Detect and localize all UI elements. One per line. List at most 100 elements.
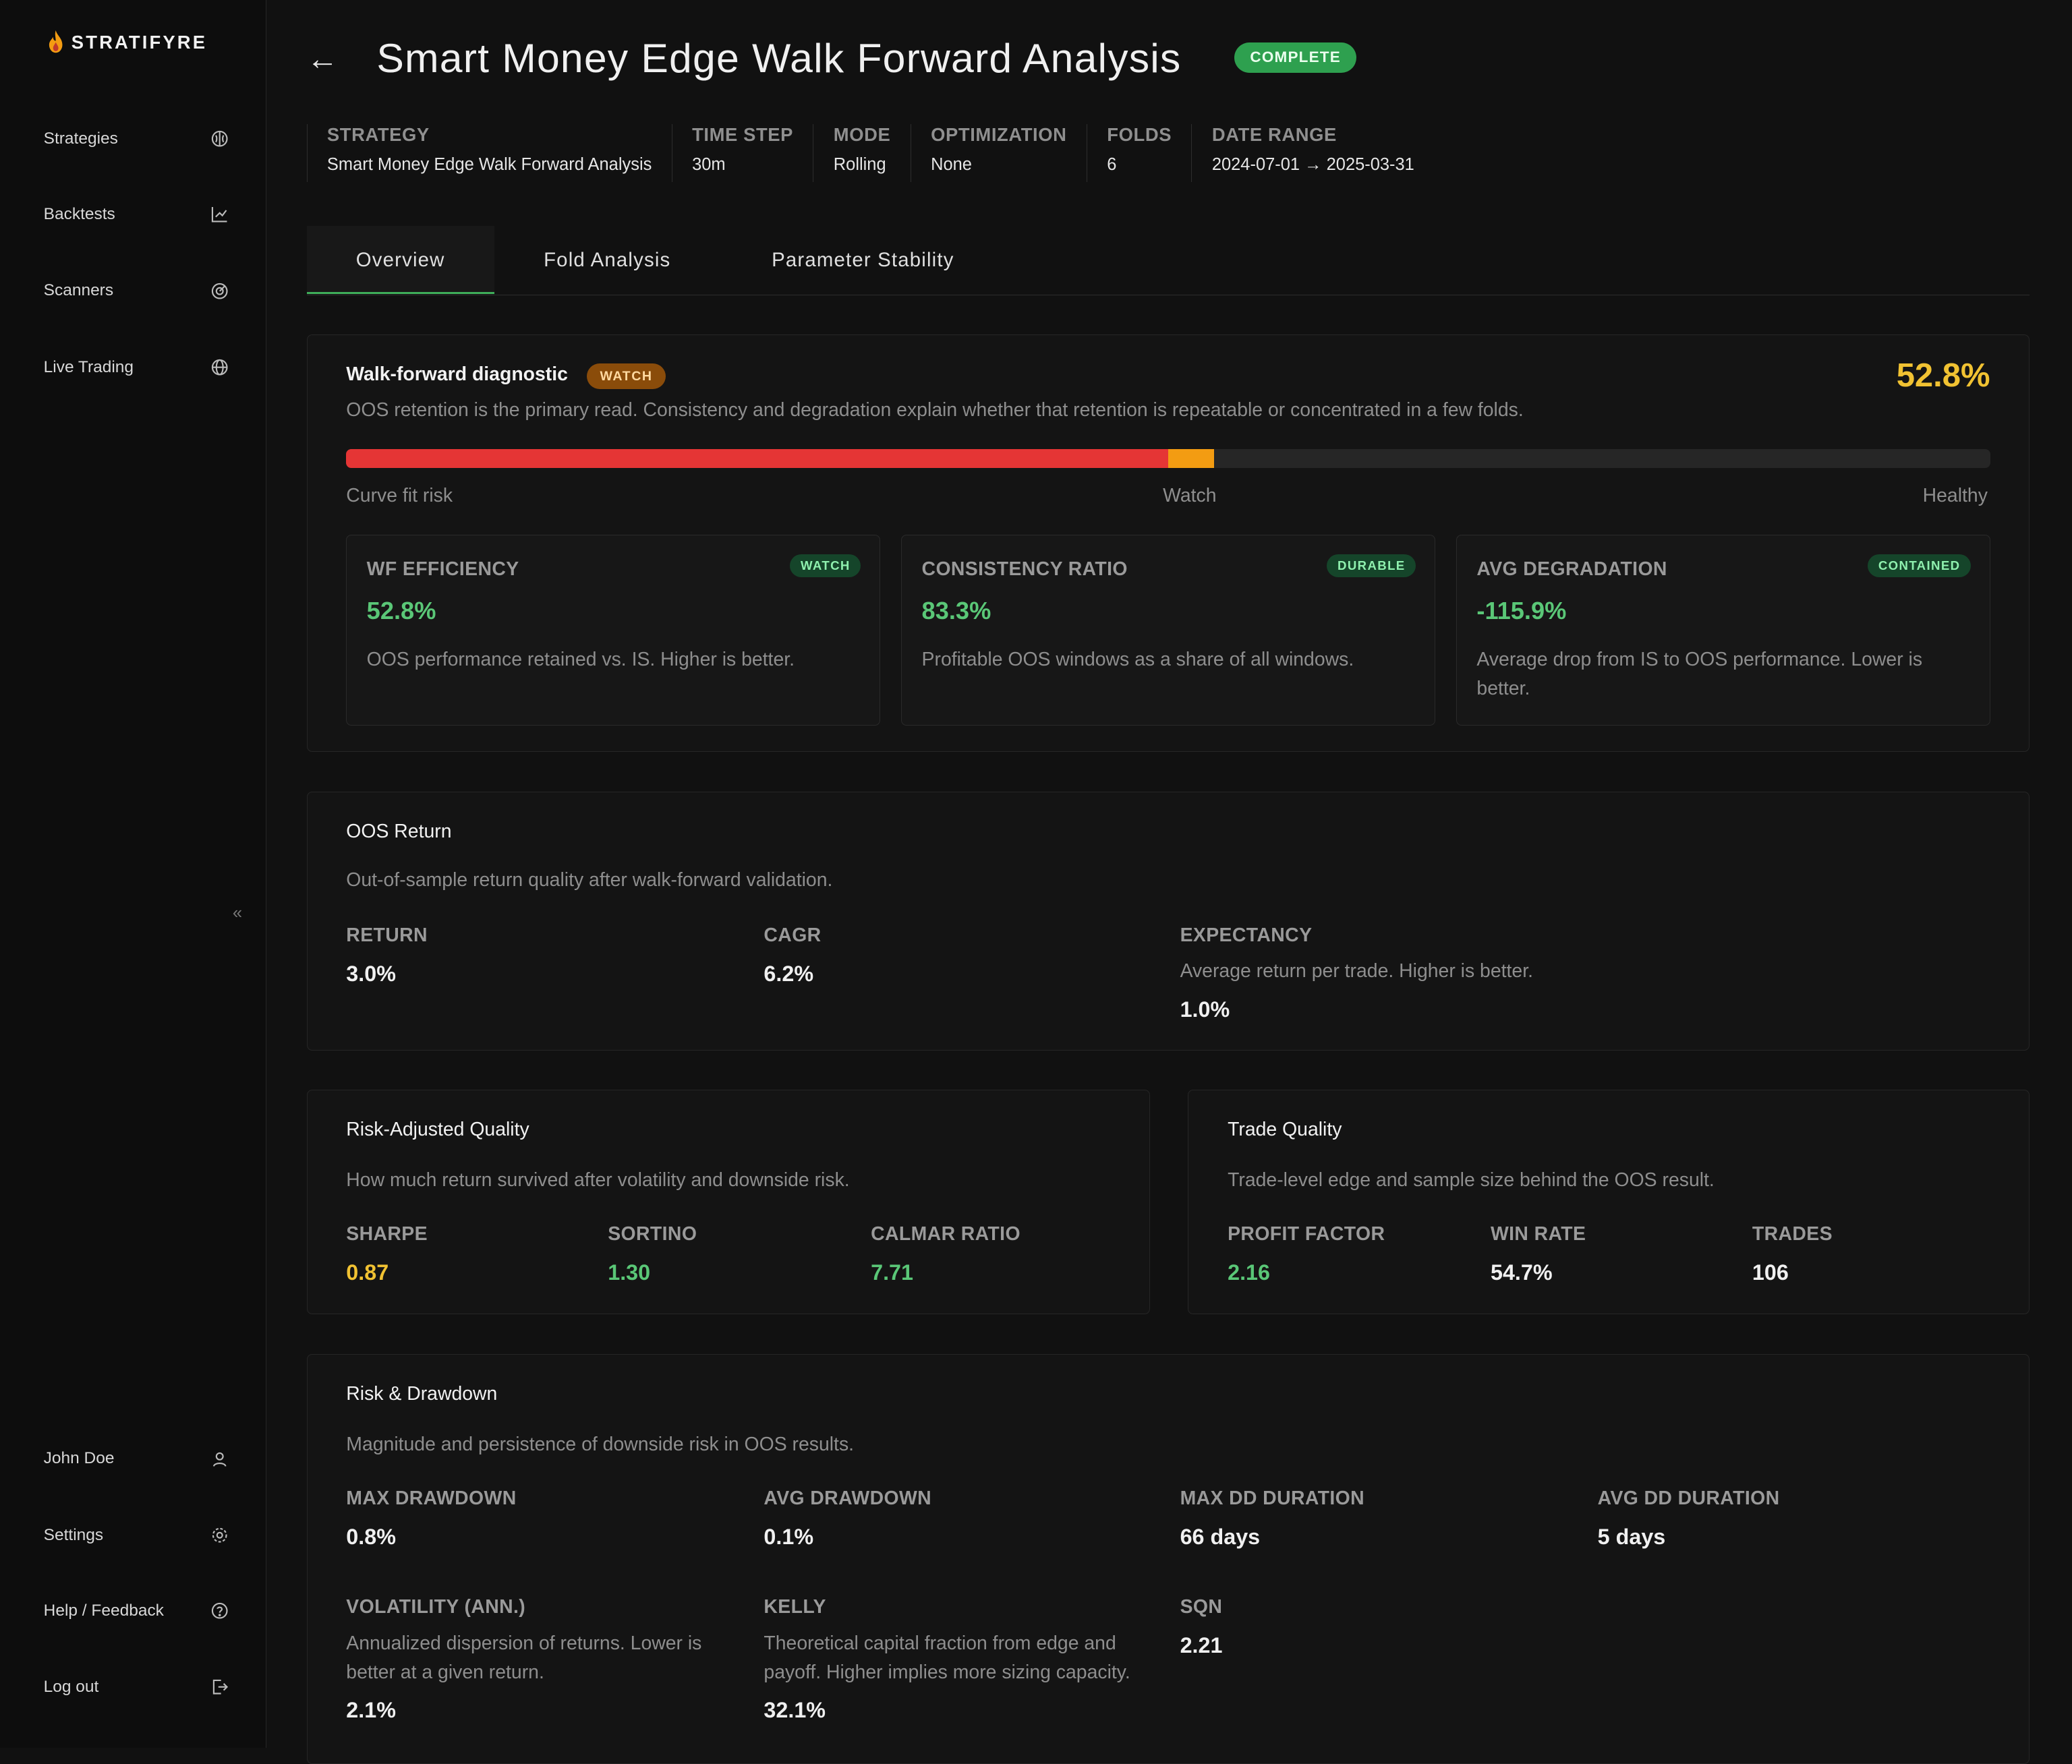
- metric-label: CONSISTENCY RATIO: [921, 558, 1128, 580]
- sidebar-item-user[interactable]: John Doe: [44, 1449, 229, 1468]
- stat-label-return: RETURN: [346, 924, 428, 947]
- logout-icon: [212, 1680, 228, 1695]
- diagnostic-badge: WATCH: [586, 363, 666, 390]
- meta-folds: FOLDS 6: [1086, 124, 1192, 183]
- meta-optimization: OPTIMIZATION None: [910, 124, 1087, 183]
- metric-card-wf-efficiency: WF EFFICIENCY WATCH 52.8% OOS performanc…: [346, 535, 880, 726]
- metric-value: 83.3%: [921, 596, 991, 624]
- tab-fold-analysis[interactable]: Fold Analysis: [544, 249, 671, 272]
- gear-icon: [212, 1527, 227, 1543]
- sidebar-item-live-trading[interactable]: Live Trading: [44, 358, 229, 377]
- scale-label-watch: Watch: [1163, 485, 1217, 507]
- chart-icon: [211, 206, 227, 223]
- trade-quality-title: Trade Quality: [1228, 1119, 1342, 1141]
- stat-desc-expectancy: Average return per trade. Higher is bett…: [1180, 960, 1533, 982]
- stat-label-kelly: KELLY: [764, 1595, 826, 1618]
- diagnostic-description: OOS retention is the primary read. Consi…: [346, 399, 1524, 421]
- bar-fill-watch: [1168, 449, 1215, 468]
- stat-value-trades: 106: [1752, 1260, 1789, 1285]
- trade-quality-card: [1188, 1090, 2030, 1315]
- stat-label-volatility: VOLATILITY (ANN.): [346, 1595, 526, 1618]
- stat-value-cagr: 6.2%: [764, 962, 814, 987]
- stat-value-sharpe: 0.87: [346, 1260, 389, 1285]
- metric-description: Average drop from IS to OOS performance.…: [1476, 649, 1923, 700]
- help-icon: [211, 1602, 228, 1619]
- risk-adjusted-description: How much return survived after volatilit…: [346, 1169, 850, 1191]
- stat-label-max-dd-duration: MAX DD DURATION: [1180, 1488, 1365, 1510]
- back-arrow-icon[interactable]: ←: [306, 40, 339, 76]
- tab-bar: Overview Fold Analysis Parameter Stabili…: [306, 226, 2030, 295]
- stat-label-trades: TRADES: [1752, 1223, 1833, 1245]
- status-badge: COMPLETE: [1234, 42, 1357, 74]
- stat-label-profit-factor: PROFIT FACTOR: [1228, 1223, 1385, 1245]
- stat-desc-volatility: Annualized dispersion of returns. Lower …: [346, 1632, 702, 1683]
- sidebar-item-strategies[interactable]: Strategies: [44, 129, 229, 148]
- stat-value-sortino: 1.30: [608, 1260, 651, 1285]
- sidebar-item-settings[interactable]: Settings: [44, 1526, 229, 1545]
- sidebar-item-help[interactable]: Help / Feedback: [44, 1601, 229, 1620]
- risk-adjusted-card: [306, 1090, 1150, 1315]
- sidebar-item-label: Settings: [43, 1525, 104, 1544]
- stat-value-sqn: 2.21: [1180, 1633, 1223, 1657]
- stat-value-win-rate: 54.7%: [1490, 1260, 1553, 1285]
- metric-badge: CONTAINED: [1868, 554, 1972, 577]
- oos-return-card: [306, 791, 2030, 1051]
- diagnostic-title: Walk-forward diagnostic: [346, 363, 568, 385]
- stat-value-avg-dd-duration: 5 days: [1597, 1524, 1666, 1549]
- radar-icon: [211, 283, 228, 299]
- stat-label-sqn: SQN: [1180, 1595, 1223, 1618]
- tab-parameter-stability[interactable]: Parameter Stability: [772, 249, 954, 272]
- stat-value-volatility: 2.1%: [346, 1697, 396, 1722]
- globe-icon: [211, 359, 228, 376]
- stat-label-sortino: SORTINO: [608, 1223, 697, 1245]
- metric-card-consistency-ratio: CONSISTENCY RATIO DURABLE 83.3% Profitab…: [901, 535, 1435, 726]
- sidebar-item-scanners[interactable]: Scanners: [44, 281, 229, 300]
- diagnostic-score: 52.8%: [1896, 357, 1990, 394]
- metric-value: 52.8%: [366, 596, 436, 624]
- flame-icon: [49, 30, 63, 53]
- stat-label-avg-drawdown: AVG DRAWDOWN: [764, 1488, 932, 1510]
- stat-label-calmar: CALMAR RATIO: [871, 1223, 1020, 1245]
- stat-label-win-rate: WIN RATE: [1490, 1223, 1586, 1245]
- meta-mode: MODE Rolling: [813, 124, 910, 183]
- meta-time-step: TIME STEP 30m: [671, 124, 813, 183]
- page-title: Smart Money Edge Walk Forward Analysis: [376, 34, 1182, 81]
- brand-logo[interactable]: STRATIFYRE: [45, 29, 208, 55]
- brand-name: STRATIFYRE: [71, 31, 208, 53]
- sidebar-item-label: Help / Feedback: [43, 1601, 164, 1620]
- oos-return-description: Out-of-sample return quality after walk-…: [346, 869, 833, 891]
- stat-value-expectancy: 1.0%: [1180, 997, 1230, 1022]
- risk-drawdown-title: Risk & Drawdown: [346, 1383, 498, 1405]
- stat-value-avg-drawdown: 0.1%: [764, 1524, 814, 1549]
- stat-value-profit-factor: 2.16: [1228, 1260, 1270, 1285]
- sidebar-item-backtests[interactable]: Backtests: [44, 205, 229, 224]
- stat-label-sharpe: SHARPE: [346, 1223, 428, 1245]
- sidebar-item-label: Live Trading: [43, 357, 134, 376]
- metric-description: OOS performance retained vs. IS. Higher …: [366, 649, 795, 671]
- sidebar-item-label: Log out: [43, 1678, 99, 1697]
- metric-badge: DURABLE: [1327, 554, 1416, 577]
- scale-label-curve-fit: Curve fit risk: [346, 485, 453, 507]
- stat-label-avg-dd-duration: AVG DD DURATION: [1597, 1488, 1780, 1510]
- sidebar-item-label: John Doe: [43, 1449, 115, 1468]
- stat-value-return: 3.0%: [346, 962, 396, 987]
- stat-desc-kelly: Theoretical capital fraction from edge a…: [764, 1632, 1130, 1683]
- stat-label-max-drawdown: MAX DRAWDOWN: [346, 1488, 517, 1510]
- metric-card-avg-degradation: AVG DEGRADATION CONTAINED -115.9% Averag…: [1456, 535, 1990, 726]
- run-metadata: STRATEGY Smart Money Edge Walk Forward An…: [306, 124, 1435, 183]
- metric-label: WF EFFICIENCY: [366, 558, 519, 580]
- metric-badge: WATCH: [790, 554, 861, 577]
- stat-label-expectancy: EXPECTANCY: [1180, 924, 1313, 947]
- tab-overview[interactable]: Overview: [306, 226, 494, 294]
- collapse-sidebar-icon[interactable]: «: [232, 904, 242, 923]
- sidebar-item-label: Strategies: [43, 129, 118, 148]
- user-icon: [212, 1452, 227, 1467]
- risk-drawdown-card: [306, 1354, 2030, 1764]
- sidebar-item-logout[interactable]: Log out: [44, 1678, 229, 1697]
- oos-return-title: OOS Return: [346, 820, 452, 842]
- stat-value-kelly: 32.1%: [764, 1697, 826, 1722]
- bar-fill-risk: [346, 449, 1168, 468]
- sidebar-item-label: Scanners: [43, 281, 114, 300]
- meta-strategy: STRATEGY Smart Money Edge Walk Forward An…: [306, 124, 672, 183]
